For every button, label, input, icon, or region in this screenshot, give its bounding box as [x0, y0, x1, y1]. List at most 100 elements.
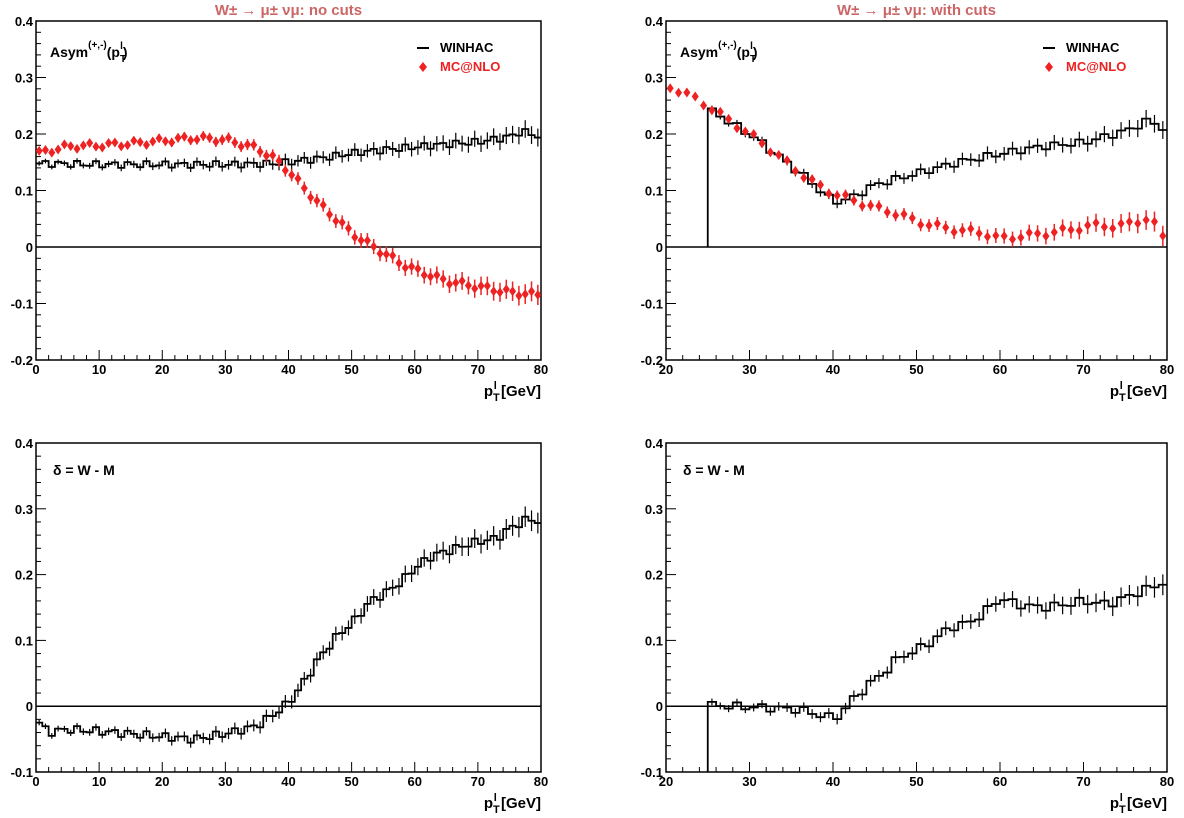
y-tick-label: 0.2 — [15, 127, 33, 142]
x-axis-title-main: p — [1110, 795, 1119, 812]
x-tick-label: 30 — [742, 774, 756, 789]
data-point — [98, 142, 106, 153]
data-point — [319, 199, 327, 210]
legend-marker-mcatnlo — [419, 62, 427, 72]
data-point — [275, 155, 283, 166]
data-point — [1109, 223, 1117, 234]
y-axis-label-sup: (+,-) — [88, 40, 107, 51]
data-point — [490, 286, 498, 297]
y-axis-label-arg: (p — [107, 44, 120, 60]
data-point — [376, 248, 384, 259]
x-axis-title-unit: [GeV] — [497, 795, 541, 812]
x-tick-label: 40 — [281, 362, 295, 377]
x-tick-label: 80 — [534, 362, 548, 377]
data-point — [515, 290, 523, 301]
x-tick-label: 60 — [993, 774, 1007, 789]
y-tick-label: 0.2 — [15, 568, 33, 583]
data-point — [1159, 230, 1167, 241]
x-tick-label: 80 — [534, 774, 548, 789]
data-point — [41, 144, 49, 155]
chart-panel-1: 0 10 20 30 40 50 60 70 80-0.2-0.100.10.20.30.4pT… — [11, 2, 549, 404]
x-axis-title: pTl [GeV] — [484, 792, 541, 816]
data-point — [875, 200, 883, 211]
data-point — [414, 263, 422, 274]
series-step-line — [36, 515, 541, 744]
x-axis-title: pTl [GeV] — [1110, 380, 1167, 404]
data-point — [1125, 216, 1133, 227]
data-point — [250, 139, 258, 150]
x-tick-label: 40 — [826, 362, 840, 377]
x-tick-label: 30 — [218, 362, 232, 377]
data-point — [351, 232, 359, 243]
data-point — [427, 271, 435, 282]
y-axis-label-sup2: l — [750, 41, 753, 52]
legend-label-winhac: WINHAC — [440, 40, 494, 55]
y-axis-label: Asym(+,-)(pTl) — [50, 40, 128, 65]
x-tick-label: 0 — [32, 362, 39, 377]
data-point — [1092, 217, 1100, 228]
plot-frame — [665, 442, 1168, 773]
x-axis-title-sub: T — [493, 392, 500, 404]
data-point — [1142, 215, 1150, 226]
y-tick-label: 0 — [656, 240, 663, 255]
data-point — [925, 220, 933, 231]
data-point — [60, 139, 68, 150]
data-point — [850, 195, 858, 206]
data-point — [142, 140, 150, 151]
data-point — [1067, 224, 1075, 235]
data-point — [509, 286, 517, 297]
data-point — [408, 261, 416, 272]
data-point — [344, 223, 352, 234]
y-axis-label-close: ) — [753, 44, 758, 60]
y-tick-label: 0 — [656, 699, 663, 714]
y-tick-label: 0.4 — [645, 14, 664, 29]
y-tick-label: 0.3 — [645, 71, 663, 86]
y-tick-label: 0 — [26, 240, 33, 255]
data-point — [521, 289, 529, 300]
data-point — [370, 241, 378, 252]
data-point — [433, 269, 441, 280]
plot-area — [706, 574, 1167, 772]
data-point — [168, 137, 176, 148]
y-tick-label: 0.1 — [645, 184, 663, 199]
x-axis-title-unit: [GeV] — [497, 383, 541, 400]
data-point — [1117, 218, 1125, 229]
y-axis-label-arg: (p — [737, 44, 750, 60]
data-point — [357, 235, 365, 246]
legend-marker-mcatnlo — [1045, 62, 1053, 72]
data-point — [105, 137, 113, 148]
x-tick-label: 70 — [471, 362, 485, 377]
data-point — [174, 132, 182, 143]
data-point — [161, 136, 169, 147]
x-axis-title-main: p — [1110, 383, 1119, 400]
y-axis-label-main: Asym — [680, 44, 718, 60]
data-point — [256, 146, 264, 157]
inset-label: δ = W - M — [683, 462, 745, 478]
y-axis-label-close: ) — [123, 44, 128, 60]
y-tick-label: 0.1 — [15, 633, 33, 648]
data-point — [725, 113, 733, 124]
x-axis-title-unit: [GeV] — [1123, 795, 1167, 812]
x-tick-label: 70 — [1076, 362, 1090, 377]
data-point — [700, 100, 708, 111]
data-point — [458, 275, 466, 286]
y-tick-label: 0.3 — [15, 502, 33, 517]
data-point — [733, 123, 741, 134]
x-tick-label: 20 — [155, 774, 169, 789]
x-axis-title-sup: l — [494, 380, 497, 392]
data-point — [775, 150, 783, 161]
data-point — [534, 289, 541, 300]
data-point — [338, 217, 346, 228]
data-point — [326, 209, 334, 220]
data-point — [666, 83, 674, 94]
y-axis-label-sup: (+,-) — [718, 40, 737, 51]
data-point — [300, 183, 308, 194]
data-point — [136, 137, 144, 148]
data-point — [791, 166, 799, 177]
data-point — [218, 134, 226, 145]
data-point — [439, 273, 447, 284]
data-point — [992, 230, 1000, 241]
data-point — [958, 225, 966, 236]
plot-area — [36, 506, 541, 748]
data-point — [766, 147, 774, 158]
